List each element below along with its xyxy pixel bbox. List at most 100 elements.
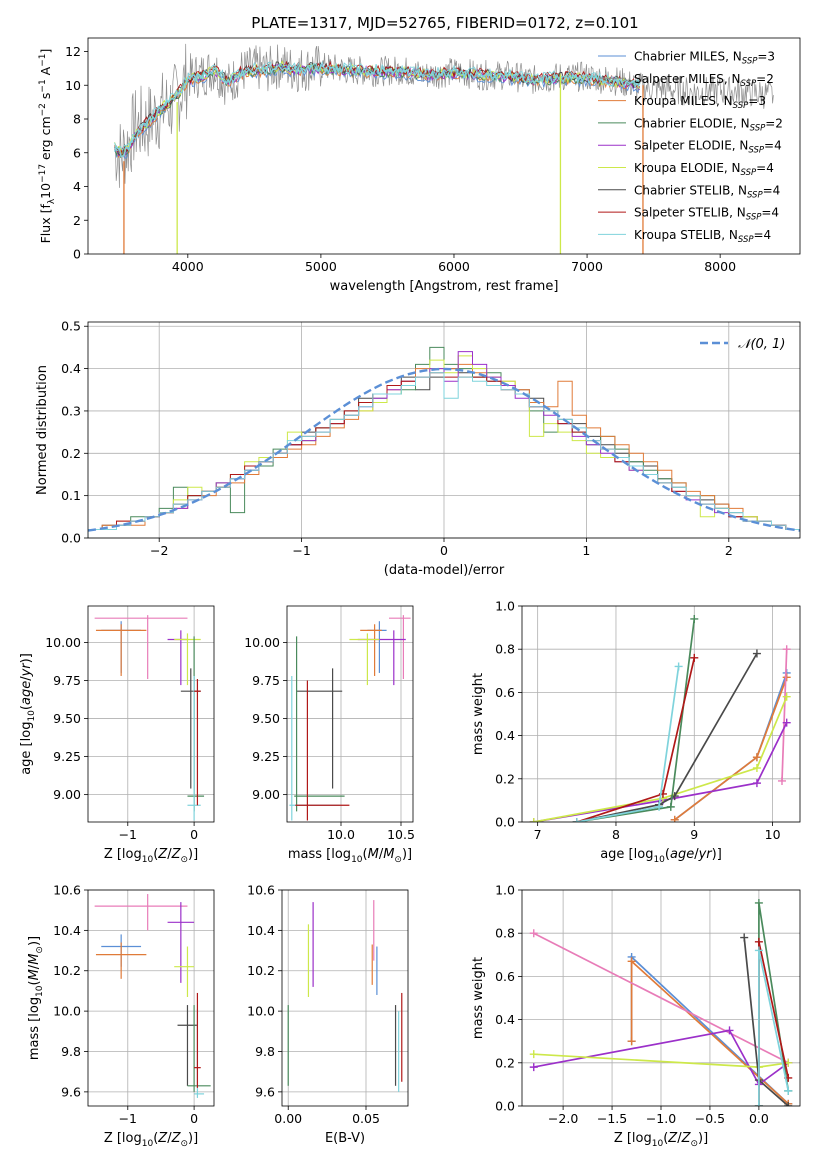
error-bar-point — [194, 992, 201, 1088]
mass-weight-marker — [754, 898, 763, 907]
error-bar-point — [194, 1009, 205, 1098]
mass-weight-line — [781, 649, 788, 782]
mass-weight-line — [758, 950, 790, 1106]
mass-weight-line — [674, 672, 788, 821]
x-tick-label: 0.0 — [749, 1111, 769, 1126]
y-tick-label: 10.6 — [53, 883, 81, 898]
mass-weight-marker — [782, 692, 791, 701]
x-axis-label: E(B-V) — [325, 1131, 365, 1146]
y-tick-label: 1.0 — [495, 599, 515, 614]
error-bar-point — [295, 680, 350, 821]
y-tick-label: 0.6 — [495, 685, 515, 700]
error-bar-point — [94, 894, 188, 931]
mass-weight-marker — [572, 818, 581, 822]
error-bar-point — [389, 615, 411, 680]
error-bar-point — [360, 624, 382, 676]
x-tick-label: 6000 — [438, 259, 470, 274]
y-tick-label: 9.00 — [53, 787, 81, 802]
x-tick-label: −2.0 — [548, 1111, 578, 1126]
error-bar-point — [187, 1005, 211, 1092]
x-axis-label: Z [log10(Z/Z⊙)] — [614, 1131, 708, 1149]
mass-weight-marker — [529, 818, 538, 822]
plot-area — [94, 894, 211, 1098]
age-vs-metallicity-axes: −1 0 9.00 9.25 9.50 9.75 10.00 Z [log10(Z/Z⊙)] a… — [19, 605, 215, 865]
y-tick-label: 0.4 — [61, 361, 81, 376]
y-tick-label: 0.8 — [495, 642, 515, 657]
mass-vs-ebv-axes: 0.00 0.05 9.6 9.8 10.0 10.2 10.4 10.6 E(B-V) — [247, 883, 409, 1146]
axes-frame — [87, 889, 215, 1107]
x-tick-label: 5000 — [305, 259, 337, 274]
y-tick-label: 9.8 — [61, 1044, 81, 1059]
mass-weight-marker — [784, 1086, 793, 1095]
x-axis-label: (data-model)/error — [384, 563, 505, 578]
x-tick-label: 8 — [612, 827, 620, 842]
legend-label: Salpeter MILES, NSSP=2 — [634, 72, 774, 89]
mass-weight-marker — [752, 753, 761, 762]
plot-area — [88, 346, 800, 538]
y-tick-label: 9.25 — [252, 749, 280, 764]
model-spectrum-line-kroupa-stelib — [113, 62, 641, 158]
y-tick-label: 0.4 — [495, 1012, 515, 1027]
mass-weight-marker — [740, 933, 749, 942]
error-bar-point — [357, 630, 406, 686]
mass-weight-marker — [784, 1102, 793, 1106]
x-tick-label: −1 — [119, 1111, 137, 1126]
mass-weight-line — [576, 653, 758, 822]
x-tick-label: 7000 — [571, 259, 603, 274]
grid — [282, 889, 408, 1106]
y-tick-label: 0.1 — [61, 488, 81, 503]
mass-weight-marker — [782, 718, 791, 727]
y-tick-label: 9.00 — [252, 787, 280, 802]
mass-weight-marker — [670, 815, 679, 822]
plot-area — [94, 615, 205, 821]
legend-label: Chabrier ELODIE, NSSP=2 — [634, 116, 783, 133]
y-tick-label: 9.6 — [255, 1084, 275, 1099]
error-bar-point — [174, 633, 201, 686]
y-tick-label: 9.75 — [252, 673, 280, 688]
grid — [88, 606, 214, 822]
error-bar-point — [174, 946, 195, 997]
y-tick-label: 2 — [73, 213, 81, 228]
mass-weight-marker — [690, 614, 699, 623]
error-bar-point — [167, 902, 195, 983]
y-tick-label: 0.0 — [61, 531, 81, 546]
plot-area — [529, 898, 793, 1106]
mass-weight-marker — [754, 1102, 763, 1106]
x-tick-label: 2 — [725, 543, 733, 558]
y-tick-label: 9.75 — [53, 673, 81, 688]
x-tick-label: −0.5 — [695, 1111, 725, 1126]
mass-weight-marker — [725, 1026, 734, 1035]
legend-label: Kroupa MILES, NSSP=3 — [634, 94, 766, 111]
mass-weight-marker — [752, 649, 761, 658]
figure-title: PLATE=1317, MJD=52765, FIBERID=0172, z=0… — [251, 14, 638, 32]
mass-weight-marker — [782, 673, 791, 682]
x-tick-label: 0 — [190, 827, 198, 842]
legend-label: Salpeter STELIB, NSSP=4 — [634, 206, 779, 223]
y-tick-label: 0 — [73, 247, 81, 262]
x-tick-label: 10.0 — [327, 827, 355, 842]
legend-label: Salpeter ELODIE, NSSP=4 — [634, 139, 782, 156]
residual-histogram-axes: −2 −1 0 1 2 0.0 0.1 0.2 0.3 0.4 0.5 𝒩(0, 1) (data-mo… — [35, 319, 801, 578]
mass-weight-line — [533, 1029, 789, 1086]
spectrum-legend: Chabrier MILES, NSSP=3 Salpeter MILES, NS… — [598, 50, 783, 245]
hist-legend: 𝒩(0, 1) — [700, 337, 785, 352]
x-tick-label: 4000 — [172, 259, 204, 274]
error-bar-point — [95, 942, 147, 979]
y-tick-label: 0.0 — [495, 1099, 515, 1114]
grid — [88, 889, 214, 1106]
legend-label: Kroupa STELIB, NSSP=4 — [634, 228, 771, 245]
mass-weight-marker — [690, 653, 699, 662]
mass-weight-vs-age-axes: 7 8 9 10 0.0 0.2 0.4 0.6 0.8 1.0 age [log10(age/yr… — [471, 599, 801, 865]
mass-weight-marker — [627, 1037, 636, 1046]
x-axis-label: wavelength [Angstrom, rest frame] — [330, 279, 559, 294]
y-tick-label: 10.4 — [247, 923, 275, 938]
y-tick-label: 0.8 — [495, 926, 515, 941]
mass-weight-vs-metallicity-axes: −2.0 −1.5 −1.0 −0.5 0.0 0.0 0.2 0.4 0.6 0.8 1.0 Z [… — [471, 883, 801, 1149]
x-tick-label: 0.05 — [352, 1111, 380, 1126]
error-bar-point — [94, 615, 188, 680]
mass-weight-line — [533, 696, 788, 822]
legend-label: Kroupa ELODIE, NSSP=4 — [634, 161, 774, 178]
x-axis-label: Z [log10(Z/Z⊙)] — [104, 847, 198, 865]
mass-weight-line — [533, 722, 788, 822]
